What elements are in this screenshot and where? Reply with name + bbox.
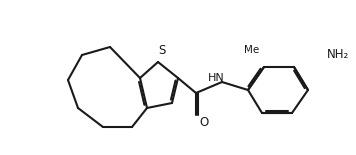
Text: S: S [158, 44, 166, 57]
Text: HN: HN [208, 73, 224, 83]
Text: Me: Me [244, 45, 260, 55]
Text: O: O [199, 115, 209, 128]
Text: NH₂: NH₂ [327, 49, 349, 62]
